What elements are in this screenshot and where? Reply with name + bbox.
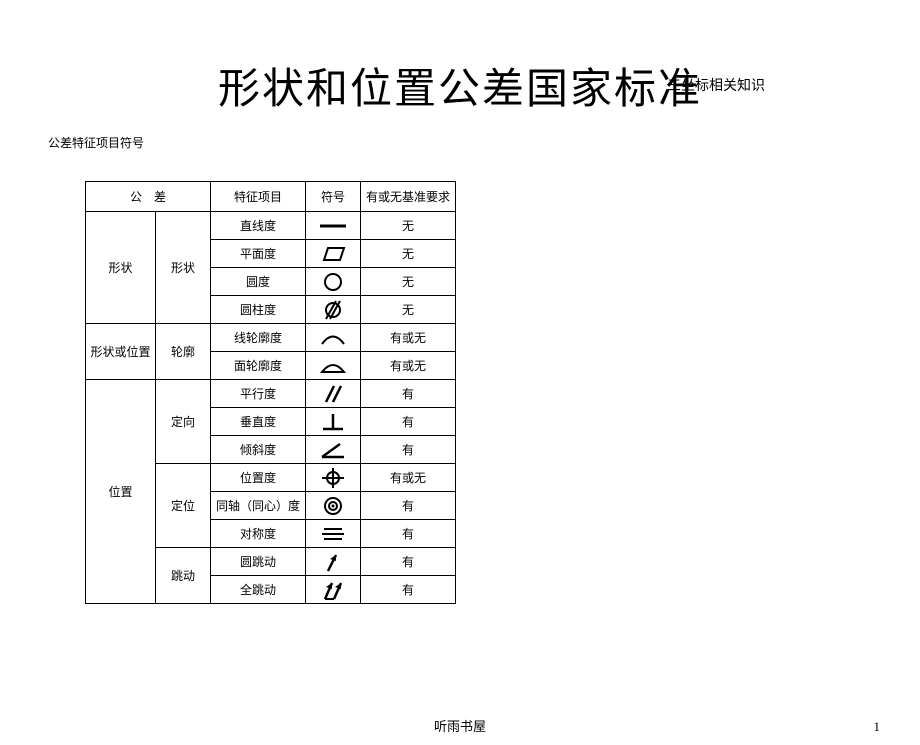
circular-runout-icon xyxy=(306,548,361,576)
straightness-icon xyxy=(306,212,361,240)
th-feature: 特征项目 xyxy=(211,182,306,212)
requirement-cell: 无 xyxy=(361,212,456,240)
th-symbol: 符号 xyxy=(306,182,361,212)
feature-cell: 全跳动 xyxy=(211,576,306,604)
feature-cell: 垂直度 xyxy=(211,408,306,436)
requirement-cell: 无 xyxy=(361,240,456,268)
symmetry-icon xyxy=(306,520,361,548)
sub-category-cell: 跳动 xyxy=(156,548,211,604)
table-row: 位置定向平行度有 xyxy=(86,380,456,408)
requirement-cell: 有 xyxy=(361,380,456,408)
line-profile-icon xyxy=(306,324,361,352)
feature-cell: 倾斜度 xyxy=(211,436,306,464)
requirement-cell: 无 xyxy=(361,296,456,324)
requirement-cell: 有 xyxy=(361,408,456,436)
table-row: 形状或位置轮廓线轮廓度有或无 xyxy=(86,324,456,352)
surface-profile-icon xyxy=(306,352,361,380)
feature-cell: 直线度 xyxy=(211,212,306,240)
feature-cell: 平面度 xyxy=(211,240,306,268)
flatness-icon xyxy=(306,240,361,268)
page-title: 形状和位置公差国家标准 xyxy=(0,55,920,116)
concentricity-icon xyxy=(306,492,361,520)
requirement-cell: 无 xyxy=(361,268,456,296)
sub-category-cell: 定向 xyxy=(156,380,211,464)
parallelism-icon xyxy=(306,380,361,408)
requirement-cell: 有 xyxy=(361,576,456,604)
position-icon xyxy=(306,464,361,492)
cylindricity-icon xyxy=(306,296,361,324)
feature-cell: 圆度 xyxy=(211,268,306,296)
total-runout-icon xyxy=(306,576,361,604)
page-number: 1 xyxy=(874,719,881,735)
sub-category-cell: 形状 xyxy=(156,212,211,324)
header-note: 三坐标相关知识 xyxy=(667,75,765,95)
major-category-cell: 形状 xyxy=(86,212,156,324)
feature-cell: 圆跳动 xyxy=(211,548,306,576)
requirement-cell: 有或无 xyxy=(361,352,456,380)
table-header-row: 公 差 特征项目 符号 有或无基准要求 xyxy=(86,182,456,212)
requirement-cell: 有或无 xyxy=(361,324,456,352)
requirement-cell: 有 xyxy=(361,548,456,576)
requirement-cell: 有或无 xyxy=(361,464,456,492)
tolerance-table: 公 差 特征项目 符号 有或无基准要求 形状形状直线度无平面度无圆度无圆柱度无形… xyxy=(85,181,456,604)
feature-cell: 线轮廓度 xyxy=(211,324,306,352)
angularity-icon xyxy=(306,436,361,464)
sub-category-cell: 轮廓 xyxy=(156,324,211,380)
requirement-cell: 有 xyxy=(361,492,456,520)
feature-cell: 平行度 xyxy=(211,380,306,408)
requirement-cell: 有 xyxy=(361,520,456,548)
major-category-cell: 位置 xyxy=(86,380,156,604)
feature-cell: 同轴（同心）度 xyxy=(211,492,306,520)
feature-cell: 对称度 xyxy=(211,520,306,548)
sub-category-cell: 定位 xyxy=(156,464,211,548)
tolerance-table-container: 公 差 特征项目 符号 有或无基准要求 形状形状直线度无平面度无圆度无圆柱度无形… xyxy=(85,181,920,604)
th-requirement: 有或无基准要求 xyxy=(361,182,456,212)
requirement-cell: 有 xyxy=(361,436,456,464)
feature-cell: 面轮廓度 xyxy=(211,352,306,380)
subtitle: 公差特征项目符号 xyxy=(48,134,920,151)
footer-text: 听雨书屋 xyxy=(434,716,486,735)
th-tolerance: 公 差 xyxy=(86,182,211,212)
perpendicularity-icon xyxy=(306,408,361,436)
table-row: 形状形状直线度无 xyxy=(86,212,456,240)
feature-cell: 圆柱度 xyxy=(211,296,306,324)
feature-cell: 位置度 xyxy=(211,464,306,492)
roundness-icon xyxy=(306,268,361,296)
major-category-cell: 形状或位置 xyxy=(86,324,156,380)
